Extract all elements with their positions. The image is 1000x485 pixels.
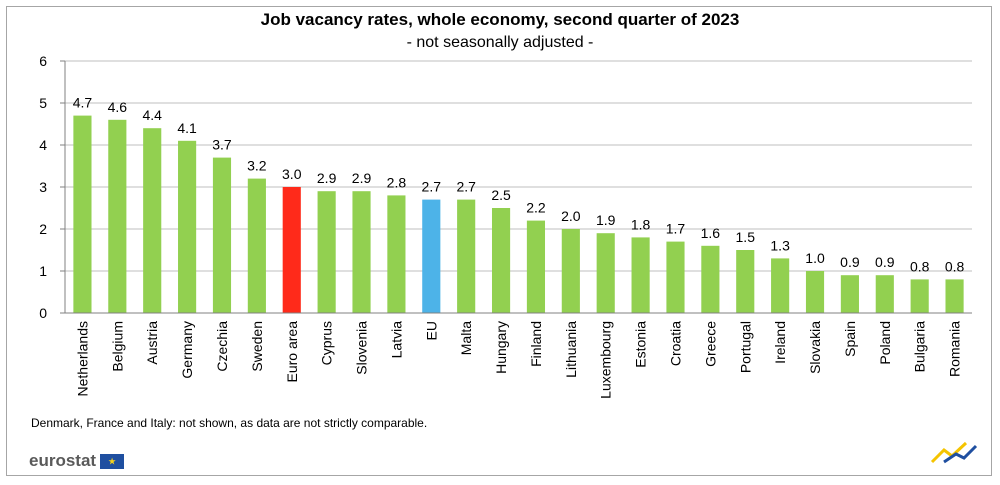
bar (526, 220, 546, 313)
data-label: 1.0 (805, 250, 825, 266)
data-label: 2.9 (317, 170, 337, 186)
bar (352, 191, 371, 313)
category-label: Czechia (214, 321, 230, 372)
logo-text: eurostat (29, 451, 97, 470)
y-tick-label: 2 (39, 221, 47, 237)
bar (73, 115, 92, 313)
bar (491, 208, 511, 313)
bar (143, 128, 162, 313)
category-labels: Netherlands Belgium Austria Germany Czechia S… (74, 321, 962, 399)
category-label: Lithuania (563, 321, 579, 378)
bar (875, 275, 894, 313)
y-tick-label: 0 (39, 305, 47, 321)
bar (561, 229, 580, 313)
category-label: Netherlands (74, 321, 90, 397)
eurostat-logo: eurostat ★ (29, 451, 125, 471)
category-label: Hungary (493, 321, 509, 374)
eu-flag-icon: ★ (100, 453, 125, 469)
data-label: 0.8 (945, 258, 965, 274)
y-tick-label: 3 (39, 179, 47, 195)
category-label: Austria (144, 321, 160, 365)
data-label: 2.7 (422, 179, 442, 195)
bar (108, 119, 127, 313)
data-label: 3.0 (282, 166, 302, 182)
data-label: 0.9 (875, 254, 895, 270)
category-label: Romania (947, 321, 963, 377)
bar (212, 157, 232, 313)
bar (282, 187, 301, 313)
gridlines (65, 60, 972, 272)
bars (73, 115, 964, 313)
bar (771, 258, 790, 313)
bar (387, 195, 406, 313)
bar (422, 199, 441, 313)
data-label: 1.9 (596, 212, 616, 228)
category-label: Greece (702, 321, 718, 367)
bar (805, 271, 825, 313)
bar (910, 279, 929, 313)
bar (840, 275, 859, 313)
bar (596, 233, 615, 313)
bar (247, 178, 266, 313)
data-label: 4.6 (108, 99, 128, 115)
y-tick-label: 1 (39, 263, 47, 279)
data-label: 1.5 (736, 229, 756, 245)
data-label: 1.7 (666, 221, 686, 237)
category-label: Belgium (109, 321, 125, 372)
data-label: 4.1 (177, 120, 197, 136)
category-label: Sweden (249, 321, 265, 372)
data-label: 4.7 (73, 95, 93, 111)
category-label: Slovakia (807, 321, 823, 374)
data-labels: 4.7 4.6 4.4 4.1 3.7 3.2 3.0 2.9 2.9 2.8 2.7 2.7 2.5 2… (73, 95, 965, 275)
bar (178, 140, 197, 313)
eurostat-arrow-icon (930, 441, 978, 464)
chart-title: Job vacancy rates, whole economy, second… (260, 10, 740, 29)
y-tick-label: 5 (39, 95, 47, 111)
y-tick-label: 4 (39, 137, 47, 153)
data-label: 1.3 (770, 237, 790, 253)
category-label: Finland (528, 321, 544, 367)
y-tick-labels: 0 1 2 3 4 5 6 (39, 53, 47, 321)
category-label: Latvia (388, 321, 404, 359)
category-label: Euro area (284, 321, 300, 383)
data-label: 0.8 (910, 258, 930, 274)
bar (457, 199, 476, 313)
bar (945, 279, 964, 313)
data-label: 2.5 (491, 187, 511, 203)
data-label: 2.8 (387, 174, 407, 190)
category-label: Estonia (633, 321, 649, 368)
category-label: Bulgaria (912, 321, 928, 373)
data-label: 3.7 (212, 137, 232, 153)
data-label: 2.9 (352, 170, 372, 186)
category-label: Malta (458, 321, 474, 355)
category-label: Cyprus (319, 321, 335, 365)
data-label: 2.2 (526, 200, 546, 216)
chart-subtitle: - not seasonally adjusted - (406, 34, 594, 51)
bar (736, 250, 755, 313)
category-label: Spain (842, 321, 858, 357)
data-label: 4.4 (142, 107, 162, 123)
data-label: 2.7 (456, 179, 476, 195)
bar (631, 237, 650, 313)
category-label: Slovenia (354, 321, 370, 375)
data-label: 0.9 (840, 254, 860, 270)
bar (666, 241, 685, 313)
y-tick-label: 6 (39, 53, 47, 69)
category-label: Portugal (737, 321, 753, 373)
category-label: Poland (877, 321, 893, 365)
data-label: 2.0 (561, 208, 581, 224)
data-label: 1.6 (701, 225, 721, 241)
data-label: 1.8 (631, 216, 651, 232)
data-label: 3.2 (247, 158, 267, 174)
footnote: Denmark, France and Italy: not shown, as… (31, 416, 428, 430)
bar (317, 191, 336, 313)
category-label: Croatia (667, 321, 683, 366)
category-label: Ireland (772, 321, 788, 364)
category-label: EU (423, 321, 439, 340)
bar (701, 245, 720, 313)
category-label: Luxembourg (598, 321, 614, 399)
category-label: Germany (179, 321, 195, 379)
axes (60, 60, 972, 314)
